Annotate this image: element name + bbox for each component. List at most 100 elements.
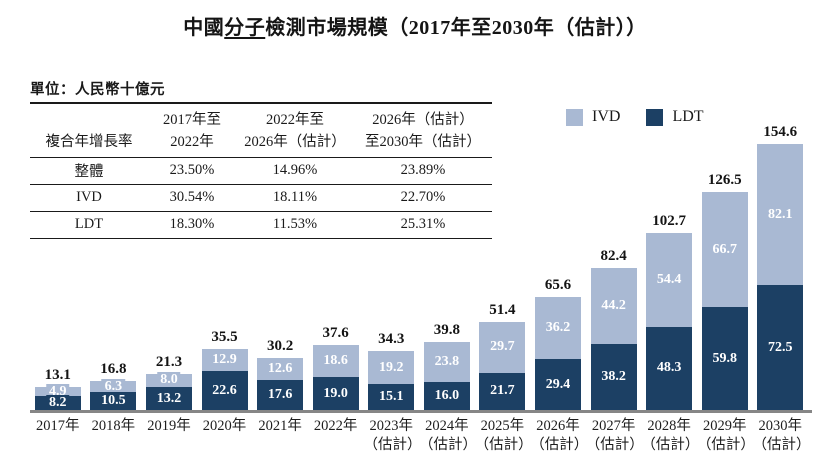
bar-segment-ldt: 21.7 — [479, 372, 526, 410]
bar-total-label: 82.4 — [600, 248, 627, 265]
bar-column: 30.2 12.6 17.6 — [252, 338, 308, 410]
x-axis-labels: 2017年 2018年 2019年 2020年 2021年 2022年 2023年 （估計）… — [30, 417, 810, 455]
bar-segment-ivd: 66.7 — [701, 192, 748, 308]
cell-value: 23.89% — [354, 157, 492, 185]
bar-column: 102.7 54.4 48.3 — [641, 213, 697, 410]
unit-label: 單位：人民幣十億元 — [30, 82, 165, 98]
cell-value: 30.54% — [148, 184, 236, 212]
bar-stack: 44.2 38.2 — [590, 268, 637, 410]
bar-column: 37.6 18.6 19.0 — [308, 325, 364, 410]
bar-column: 39.8 23.8 16.0 — [419, 322, 475, 410]
row-label: 整體 — [30, 157, 148, 185]
bar-column: 35.5 12.9 22.6 — [197, 329, 253, 410]
cell-value: 11.53% — [236, 211, 354, 239]
cell-value: 18.30% — [148, 211, 236, 239]
segment-value-label: 38.2 — [598, 369, 629, 386]
cagr-header-row: 複合年增長率 2017年至 2022年 2022年至 2026年（估計） 202… — [30, 102, 492, 158]
bar-segment-ldt: 16.0 — [423, 382, 470, 410]
segment-value-label: 18.6 — [320, 353, 351, 370]
legend-label-ivd: IVD — [592, 108, 621, 125]
x-axis-label: 2021年 — [258, 418, 302, 434]
segment-value-label: 10.5 — [98, 392, 129, 409]
segment-value-label: 8.0 — [157, 372, 181, 389]
bar-total-label: 37.6 — [322, 325, 349, 342]
bar-total-label: 126.5 — [707, 172, 742, 189]
bar-total-label: 35.5 — [211, 328, 238, 345]
segment-value-label: 82.1 — [765, 206, 796, 223]
segment-value-label: 29.4 — [542, 376, 574, 393]
segment-value-label: 16.0 — [431, 388, 463, 405]
bar-segment-ivd: 54.4 — [646, 233, 693, 327]
bar-segment-ivd: 12.6 — [257, 358, 304, 380]
bar-stack: 12.9 22.6 — [201, 348, 248, 410]
segment-value-label: 8.2 — [46, 394, 70, 411]
segment-value-label: 72.5 — [765, 339, 796, 356]
bar-segment-ivd: 6.3 — [90, 378, 137, 395]
bar-column: 13.1 4.9 8.2 — [30, 367, 86, 411]
x-axis-label: 2027年 （估計） — [585, 418, 644, 453]
title-part2: 檢測市場規模（2017年至2030年（估計）） — [265, 17, 647, 39]
bar-stack: 82.1 72.5 — [757, 144, 804, 410]
segment-value-label: 19.0 — [320, 385, 351, 402]
x-axis-label: 2026年 （估計） — [530, 418, 589, 453]
segment-value-label: 13.2 — [153, 390, 185, 407]
bar-column: 126.5 66.7 59.8 — [697, 172, 753, 410]
bar-stack: 4.9 8.2 — [34, 383, 81, 411]
bar-stack: 18.6 19.0 — [312, 345, 359, 410]
title-part1: 中國 — [183, 17, 225, 39]
cagr-header-2022-2026: 2022年至 2026年（估計） — [236, 102, 354, 158]
bar-segment-ivd: 19.2 — [368, 351, 415, 385]
bar-segment-ldt: 15.1 — [368, 384, 415, 410]
segment-value-label: 54.4 — [653, 272, 685, 289]
x-axis-label: 2024年 （估計） — [419, 418, 478, 453]
table-row-overall: 整體 23.50% 14.96% 23.89% — [30, 157, 492, 185]
bar-total-label: 154.6 — [763, 124, 798, 141]
bar-segment-ldt: 17.6 — [257, 379, 304, 410]
bar-stack: 12.6 17.6 — [257, 358, 304, 410]
x-axis-line — [30, 410, 812, 413]
bar-segment-ldt: 38.2 — [590, 344, 637, 410]
bar-segment-ivd: 44.2 — [590, 268, 637, 345]
bar-total-label: 13.1 — [44, 367, 71, 384]
ivd-swatch-icon — [566, 108, 583, 126]
segment-value-label: 59.8 — [709, 350, 740, 367]
bar-segment-ivd: 36.2 — [534, 297, 581, 360]
x-axis-label: 2028年 （估計） — [641, 418, 700, 453]
bar-segment-ldt: 48.3 — [646, 326, 693, 410]
segment-value-label: 15.1 — [376, 389, 407, 406]
cagr-header-2017-2022: 2017年至 2022年 — [148, 102, 236, 158]
bar-stack: 36.2 29.4 — [534, 297, 581, 410]
cell-value: 18.11% — [236, 184, 354, 212]
page-title: 中國分子檢測市場規模（2017年至2030年（估計）） — [0, 11, 830, 40]
legend-item-ivd: IVD — [566, 108, 620, 126]
bar-segment-ldt: 8.2 — [34, 394, 81, 411]
bar-column: 51.4 29.7 21.7 — [475, 302, 531, 410]
bar-stack: 6.3 10.5 — [90, 378, 137, 410]
segment-value-label: 23.8 — [431, 354, 463, 371]
x-axis-label: 2029年 （估計） — [696, 418, 755, 453]
x-axis-label: 2017年 — [36, 418, 80, 434]
segment-value-label: 12.9 — [209, 352, 240, 369]
segment-value-label: 6.3 — [101, 378, 126, 395]
row-label: IVD — [30, 184, 148, 212]
bar-column: 154.6 82.1 72.5 — [753, 124, 809, 410]
table-row-ldt: LDT 18.30% 11.53% 25.31% — [30, 211, 492, 239]
table-row-ivd: IVD 30.54% 18.11% 22.70% — [30, 184, 492, 212]
bar-total-label: 16.8 — [100, 361, 127, 378]
bar-column: 65.6 36.2 29.4 — [530, 277, 586, 410]
segment-value-label: 29.7 — [487, 339, 518, 356]
legend: IVD LDT — [566, 108, 704, 126]
bar-total-label: 21.3 — [155, 353, 183, 370]
cell-value: 22.70% — [354, 184, 492, 212]
cagr-header-2026-2030: 2026年（估計） 至2030年（估計） — [354, 102, 492, 158]
x-axis-label: 2018年 — [91, 418, 136, 434]
bar-column: 21.3 8.0 13.2 — [141, 354, 197, 410]
bar-column: 34.3 19.2 15.1 — [363, 331, 419, 410]
segment-value-label: 36.2 — [542, 320, 574, 337]
bar-stack: 23.8 16.0 — [423, 341, 470, 410]
bar-total-label: 51.4 — [489, 301, 516, 318]
bar-total-label: 30.2 — [266, 338, 294, 355]
legend-item-ldt: LDT — [646, 108, 704, 126]
bar-segment-ivd: 18.6 — [312, 345, 359, 378]
bar-chart: 13.1 4.9 8.2 16.8 6.3 10.5 21.3 8.0 13.2 35.5 12.9… — [30, 0, 812, 469]
